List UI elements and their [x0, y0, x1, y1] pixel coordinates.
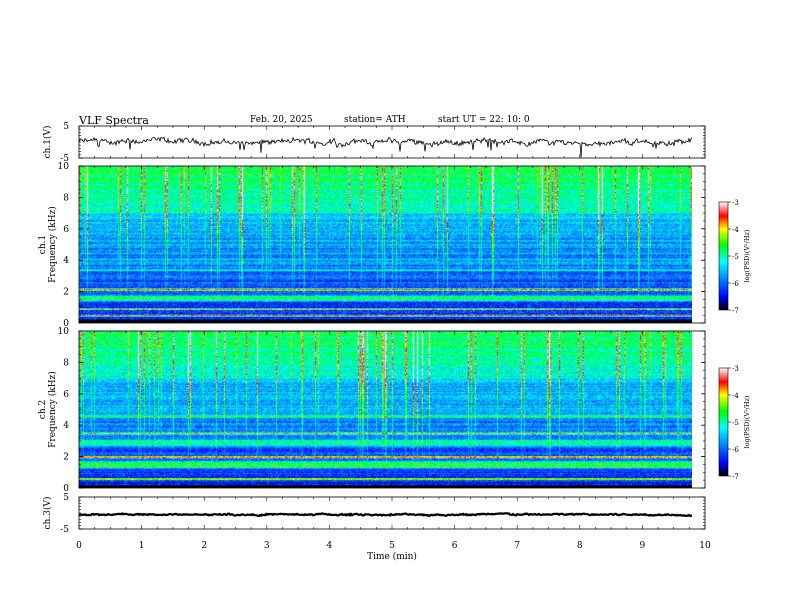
y-axis-label: Frequency (kHz)	[47, 371, 58, 448]
x-tick-label: 0	[76, 541, 82, 551]
y-tick-label: 2	[63, 288, 69, 298]
y-tick-label: 10	[58, 162, 70, 172]
y-tick-label: -5	[60, 525, 69, 535]
colorbar-label: log(PSD)(V²/Hz)	[743, 229, 751, 282]
x-axis-label: Time (min)	[367, 551, 417, 562]
colorbar-label: log(PSD)(V²/Hz)	[743, 395, 751, 448]
y-tick-label: 4	[63, 421, 69, 431]
colorbar-scale	[718, 367, 729, 477]
y-tick-label: 4	[63, 256, 69, 266]
x-tick-label: 9	[640, 541, 646, 551]
ch3-waveform-trace	[79, 512, 693, 518]
colorbar-tick-label: -3	[732, 199, 739, 207]
y-axis-label: ch.1(V)	[42, 126, 53, 159]
y-tick-label: 2	[63, 453, 69, 463]
colorbar-tick-label: -4	[732, 392, 739, 400]
ch2-spectrogram-colorbar: -3 -4 -5 -6 -7 log(PSD)(V²/Hz)	[718, 365, 751, 481]
station-label: station= ATH	[344, 115, 406, 125]
colorbar-tick-label: -5	[732, 253, 739, 261]
ch3-waveform-axes: 5 -5 ch.3(V) 0 1 2 3 4 5 6 7 8 9 10 Time (min)	[42, 493, 711, 562]
x-tick-label: 7	[514, 541, 520, 551]
x-tick-label: 8	[577, 541, 583, 551]
y-tick-label: 0	[63, 484, 69, 494]
x-tick-label: 2	[201, 541, 207, 551]
x-tick-label: 4	[327, 541, 333, 551]
y-tick-label: 0	[63, 319, 69, 329]
ch1-waveform-axes: 5 -5 ch.1(V)	[42, 122, 706, 164]
y-axis-label: ch.1	[38, 235, 48, 254]
colorbar-tick-label: -4	[732, 226, 739, 234]
ch2-spectrogram-image	[79, 331, 692, 488]
ch1-spectrogram-axes: 0 2 4 6 8 10 ch.1 Frequency (kHz)	[38, 162, 706, 329]
colorbar-scale	[718, 201, 729, 311]
ch1-spectrogram-colorbar: -3 -4 -5 -6 -7 log(PSD)(V²/Hz)	[718, 199, 751, 315]
x-tick-label: 1	[139, 541, 145, 551]
x-tick-label: 6	[452, 541, 458, 551]
y-tick-label: 6	[63, 390, 69, 400]
y-tick-label: 8	[63, 358, 69, 368]
x-tick-label: 10	[699, 541, 711, 551]
colorbar-tick-label: -5	[732, 419, 739, 427]
ch1-waveform-trace	[79, 136, 693, 158]
colorbar-tick-label: -7	[732, 307, 739, 315]
x-tick-label: 5	[389, 541, 395, 551]
ch2-spectrogram-axes: 0 2 4 6 8 10 ch.2 Frequency (kHz)	[38, 327, 706, 494]
colorbar-tick-label: -6	[732, 280, 739, 288]
colorbar-tick-label: -7	[732, 473, 739, 481]
start-ut-label: start UT = 22: 10: 0	[438, 115, 530, 125]
colorbar-tick-label: -3	[732, 365, 739, 373]
y-tick-label: 8	[63, 193, 69, 203]
y-axis-label: Frequency (kHz)	[47, 206, 58, 283]
ch1-spectrogram-image	[79, 166, 692, 323]
figure-title: VLF Spectra	[79, 114, 149, 127]
colorbar-tick-label: -6	[732, 446, 739, 454]
y-axis-label: ch.3(V)	[42, 497, 53, 530]
y-axis-label: ch.2	[38, 400, 48, 419]
y-tick-label: 10	[58, 327, 70, 337]
date-label: Feb. 20, 2025	[250, 115, 313, 125]
x-tick-label: 3	[264, 541, 270, 551]
y-tick-label: 6	[63, 225, 69, 235]
y-tick-label: -5	[60, 154, 69, 164]
y-tick-label: 5	[63, 493, 69, 503]
y-tick-label: 5	[63, 122, 69, 132]
